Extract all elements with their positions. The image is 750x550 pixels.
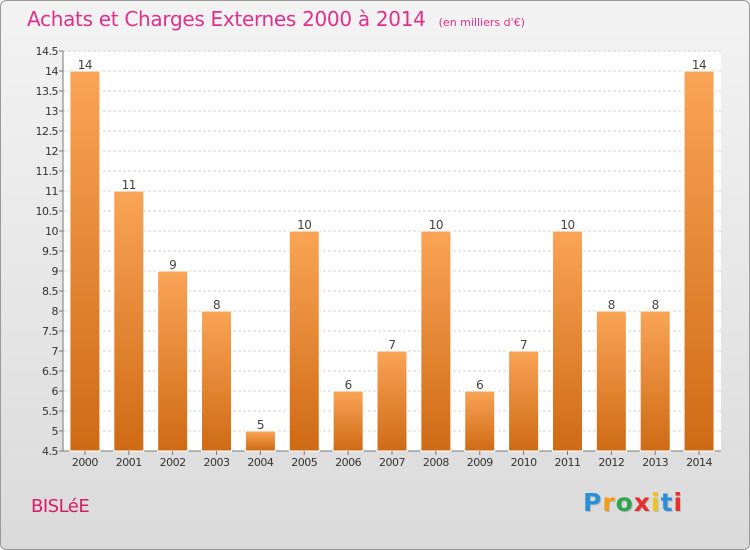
x-tick-label: 2006 bbox=[335, 456, 361, 469]
y-tick-label: 8 bbox=[52, 305, 59, 318]
x-tick-label: 2009 bbox=[467, 456, 493, 469]
bar bbox=[464, 390, 496, 452]
y-tick-label: 13 bbox=[45, 105, 58, 118]
bar bbox=[113, 190, 145, 452]
y-tick-label: 6.5 bbox=[42, 365, 58, 378]
chart-subtitle: (en milliers d'€) bbox=[438, 16, 525, 29]
bar bbox=[595, 310, 627, 452]
chart-title: Achats et Charges Externes 2000 à 2014 bbox=[27, 7, 426, 31]
x-tick-label: 2008 bbox=[423, 456, 449, 469]
y-tick-label: 8.5 bbox=[42, 285, 58, 298]
x-tick-label: 2003 bbox=[204, 456, 230, 469]
x-tick-label: 2000 bbox=[72, 456, 98, 469]
brand-letter: t bbox=[660, 488, 674, 517]
data-label: 7 bbox=[520, 338, 527, 352]
brand-letter: x bbox=[633, 488, 651, 517]
y-tick-label: 11 bbox=[45, 185, 58, 198]
bar bbox=[508, 350, 540, 452]
data-label: 10 bbox=[429, 218, 443, 232]
y-tick-label: 14.5 bbox=[36, 45, 59, 58]
bar bbox=[420, 230, 452, 452]
bar bbox=[332, 390, 364, 452]
y-tick-label: 7 bbox=[52, 345, 59, 358]
x-tick-label: 2011 bbox=[554, 456, 580, 469]
bar bbox=[683, 70, 715, 452]
y-tick-label: 6 bbox=[52, 385, 59, 398]
bar bbox=[201, 310, 233, 452]
bar bbox=[69, 70, 101, 452]
data-label: 10 bbox=[297, 218, 311, 232]
x-tick-label: 2005 bbox=[291, 456, 317, 469]
y-tick-label: 12 bbox=[45, 145, 58, 158]
data-label: 8 bbox=[652, 298, 659, 312]
bar bbox=[639, 310, 671, 452]
bars bbox=[69, 70, 715, 452]
data-labels: 14 11 9 8 5 10 6 7 10 6 7 10 8 8 14 bbox=[78, 58, 707, 432]
brand-logo: Proxiti bbox=[583, 488, 683, 517]
data-label: 6 bbox=[476, 378, 483, 392]
data-label: 14 bbox=[692, 58, 706, 72]
data-label: 5 bbox=[257, 418, 264, 432]
brand-letter: i bbox=[673, 488, 684, 517]
y-tick-label: 11.5 bbox=[36, 165, 59, 178]
title-row: Achats et Charges Externes 2000 à 2014 (… bbox=[27, 7, 525, 31]
x-tick-label: 2013 bbox=[642, 456, 668, 469]
bar bbox=[244, 430, 276, 452]
y-tick-label: 9 bbox=[52, 265, 59, 278]
brand-letter: r bbox=[602, 488, 616, 517]
bar bbox=[376, 350, 408, 452]
x-tick-label: 2014 bbox=[686, 456, 712, 469]
x-axis-ticks: 2000 2001 2002 2003 2004 2005 2006 2007 2008 2009… bbox=[72, 451, 713, 469]
brand-letter: P bbox=[583, 488, 603, 517]
brand-letter: i bbox=[651, 488, 661, 517]
y-tick-label: 5.5 bbox=[42, 405, 58, 418]
brand-letter: o bbox=[615, 488, 634, 517]
bar bbox=[288, 230, 320, 452]
data-label: 14 bbox=[78, 58, 92, 72]
x-tick-label: 2001 bbox=[116, 456, 142, 469]
y-tick-label: 10.5 bbox=[36, 205, 59, 218]
y-tick-label: 9.5 bbox=[42, 245, 58, 258]
data-label: 6 bbox=[345, 378, 352, 392]
y-tick-label: 4.5 bbox=[42, 445, 58, 458]
bar bbox=[157, 270, 189, 452]
data-label: 10 bbox=[560, 218, 574, 232]
x-tick-label: 2010 bbox=[511, 456, 537, 469]
y-tick-label: 7.5 bbox=[42, 325, 58, 338]
y-tick-label: 14 bbox=[45, 65, 58, 78]
data-label: 9 bbox=[169, 258, 176, 272]
y-tick-label: 12.5 bbox=[36, 125, 59, 138]
y-tick-label: 13.5 bbox=[36, 85, 59, 98]
x-tick-label: 2007 bbox=[379, 456, 405, 469]
y-tick-label: 5 bbox=[52, 425, 59, 438]
x-tick-label: 2012 bbox=[598, 456, 624, 469]
y-axis-ticks: 4.5 5 5.5 6 6.5 7 7.5 8 8.5 9 9.5 10 10.5 11 11.5 12 12.… bbox=[36, 45, 721, 458]
data-label: 8 bbox=[213, 298, 220, 312]
data-label: 8 bbox=[608, 298, 615, 312]
bar bbox=[551, 230, 583, 452]
y-tick-label: 10 bbox=[45, 225, 58, 238]
x-tick-label: 2002 bbox=[160, 456, 186, 469]
data-label: 11 bbox=[122, 178, 136, 192]
data-label: 7 bbox=[388, 338, 395, 352]
commune-name: BISLéE bbox=[31, 496, 90, 517]
x-tick-label: 2004 bbox=[247, 456, 273, 469]
